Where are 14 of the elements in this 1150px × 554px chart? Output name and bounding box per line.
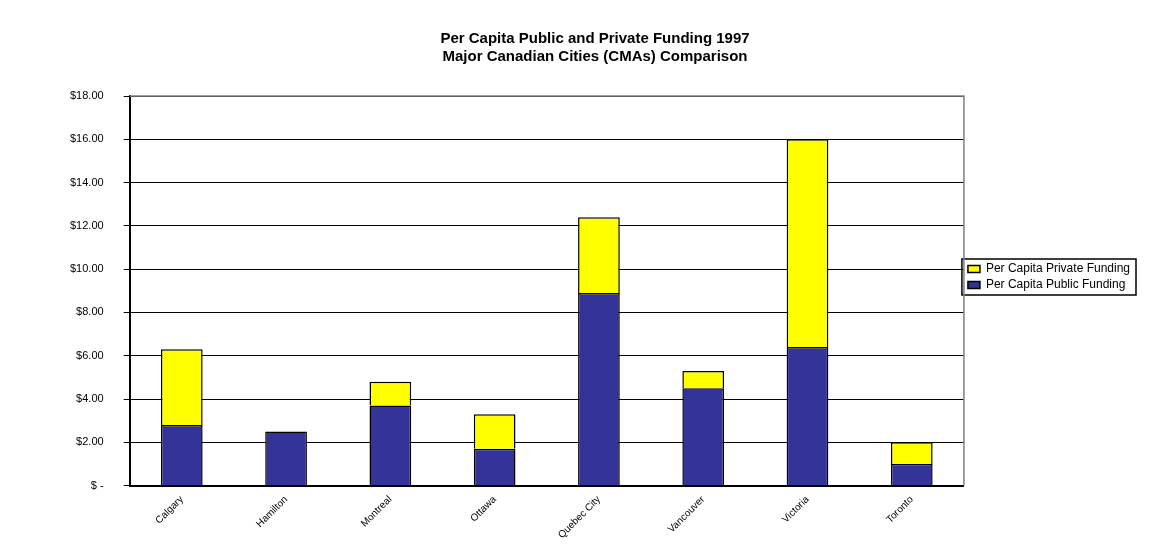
y-tick-label: $10.00 <box>69 262 104 275</box>
chart-title: Per Capita Public and Private Funding 1997 <box>440 29 750 47</box>
y-tick-label: $12.00 <box>69 218 104 231</box>
y-tick-label: $14.00 <box>69 175 104 188</box>
legend-label: Per Capita Private Funding <box>985 261 1130 276</box>
chart-subtitle: Major Canadian Cities (CMAs) Comparison <box>442 47 748 65</box>
y-tick-label: $8.00 <box>76 305 104 318</box>
y-tick-label: $6.00 <box>76 348 104 361</box>
legend-label: Per Capita Public Funding <box>985 277 1126 292</box>
y-tick-label: $18.00 <box>69 89 104 102</box>
y-tick-label: $2.00 <box>76 435 104 448</box>
y-tick-label: $4.00 <box>76 392 104 405</box>
y-tick-label: $ - <box>90 478 104 491</box>
y-tick-label: $16.00 <box>69 132 104 145</box>
